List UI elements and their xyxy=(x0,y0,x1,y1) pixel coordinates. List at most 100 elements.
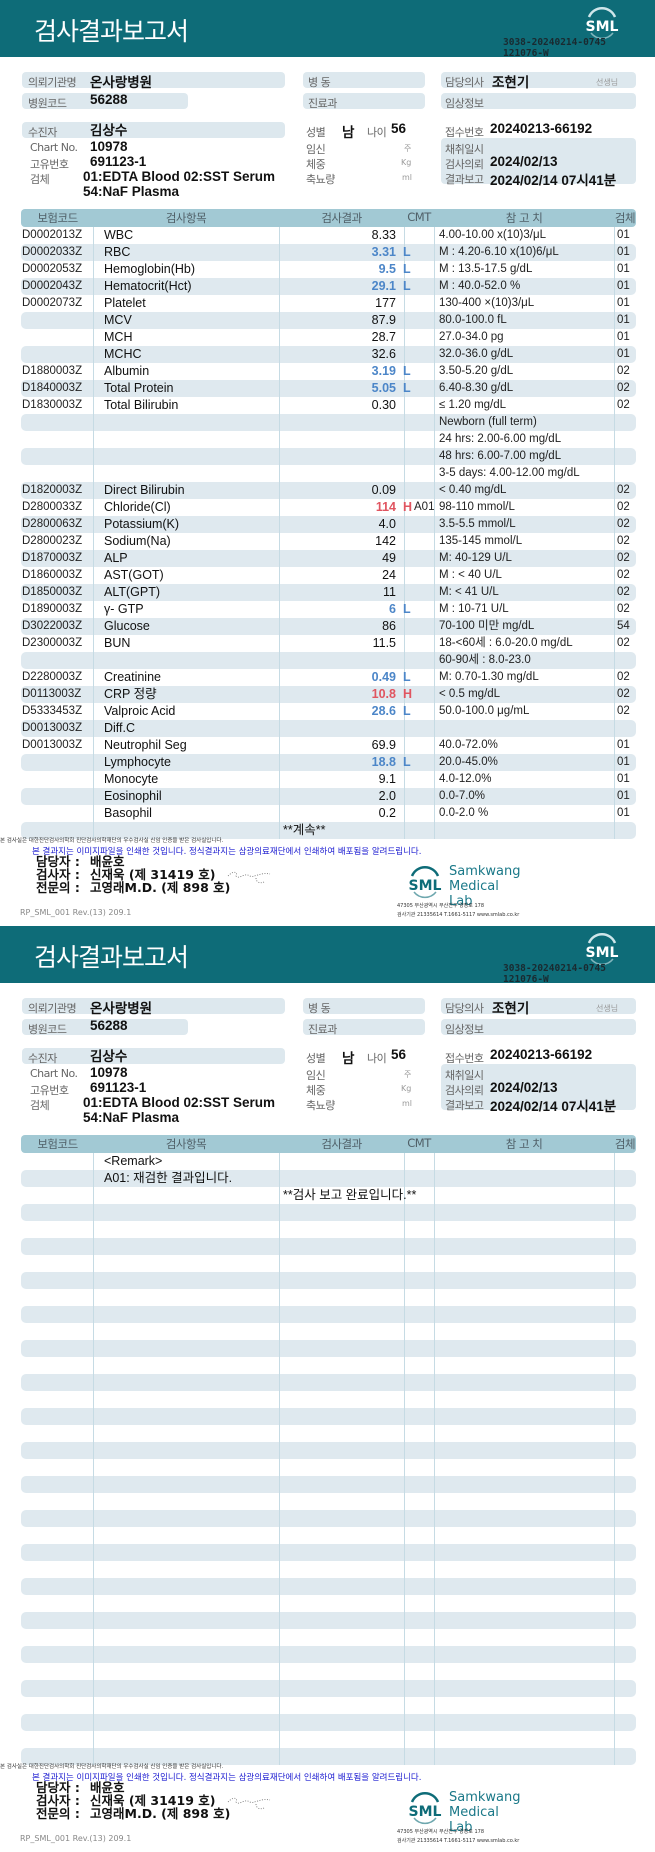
test-result: 29.1 xyxy=(371,279,396,293)
row-stripe xyxy=(21,788,636,805)
table-row: MCH 28.7 27.0-34.0 pg 01 xyxy=(0,329,655,346)
reference-range: 4.0-12.0% xyxy=(439,773,492,785)
column-header: 검체 xyxy=(614,1137,636,1151)
test-name: Monocyte xyxy=(104,772,159,786)
result-flag: H xyxy=(403,687,413,701)
row-stripe xyxy=(21,1374,636,1391)
info-field-box xyxy=(22,1019,188,1035)
specimen-code: 01 xyxy=(617,246,630,258)
specialist-name: 고영래M.D. (제 898 호) xyxy=(90,880,231,895)
table-row: D0002013Z WBC 8.33 4.00-10.00 x(10)3/μL 01 xyxy=(0,227,655,244)
row-stripe xyxy=(21,278,636,295)
reference-range: M: 40-129 U/L xyxy=(439,552,512,564)
age-value: 56 xyxy=(391,1047,407,1062)
insurance-code: D1880003Z xyxy=(22,365,83,377)
urine-volume-unit: ml xyxy=(402,173,413,182)
test-name: BUN xyxy=(104,636,131,650)
lab-contact: 검사기관 21335614 T.1661-5117 www.smlab.co.k… xyxy=(397,1838,520,1844)
ward-label: 병 동 xyxy=(308,76,331,89)
specimen-code: 54 xyxy=(617,620,630,632)
test-name: ALT(GPT) xyxy=(104,585,161,599)
test-name: MCHC xyxy=(104,347,142,361)
svg-text:SML: SML xyxy=(409,1804,442,1820)
test-name: Hematocrit(Hct) xyxy=(104,279,192,293)
row-stripe xyxy=(21,1272,636,1289)
reference-range: 4.00-10.00 x(10)3/μL xyxy=(439,229,546,241)
insurance-code: D1830003Z xyxy=(22,399,83,411)
printout-notice: 본 결과지는 이미지파일을 인쇄한 것입니다. 정식결과지는 삼광의료재단에서 … xyxy=(32,847,422,857)
test-name: Potassium(K) xyxy=(104,517,180,531)
specimen-code: 02 xyxy=(617,518,630,530)
test-name: Eosinophil xyxy=(104,789,162,803)
insurance-code: D0013003Z xyxy=(22,722,83,734)
reference-range: 3.5-5.5 mmol/L xyxy=(439,518,516,530)
specimen-code: 02 xyxy=(617,382,630,394)
reference-range: 40.0-72.0% xyxy=(439,739,498,751)
test-result: 2.0 xyxy=(378,789,396,803)
insurance-code: D1890003Z xyxy=(22,603,83,615)
reference-range: M : 13.5-17.5 g/dL xyxy=(439,263,533,275)
info-field-box xyxy=(441,1019,636,1035)
lab-contact: 검사기관 21335614 T.1661-5117 www.smlab.co.k… xyxy=(397,912,520,918)
specimen-value: 01:EDTA Blood 02:SST Serum xyxy=(83,169,276,184)
test-result: 49 xyxy=(382,551,396,565)
table-header: 보험코드 검사항목 검사결과 CMT 참 고 치 검체 xyxy=(21,1135,636,1153)
reference-range: M : 4.20-6.10 x(10)6/μL xyxy=(439,246,559,258)
chart-no-label: Chart No. xyxy=(30,141,78,154)
row-stripe xyxy=(21,550,636,567)
sml-logo: SML xyxy=(582,927,622,967)
insurance-code: D2280003Z xyxy=(22,671,83,683)
specimen-code: 01 xyxy=(617,280,630,292)
insurance-code: D1820003Z xyxy=(22,484,83,496)
test-result: 0.49 xyxy=(371,670,396,684)
test-name: Sodium(Na) xyxy=(104,534,171,548)
tester-label: 검사자 : xyxy=(36,867,80,882)
table-row: D2280003Z Creatinine 0.49 L M: 0.70-1.30 mg/… xyxy=(0,669,655,686)
test-result: 5.05 xyxy=(371,381,396,395)
chart-no-value: 10978 xyxy=(90,1065,128,1080)
test-name: Chloride(Cl) xyxy=(104,500,171,514)
info-field-box xyxy=(303,72,425,88)
test-name: Valproic Acid xyxy=(104,704,176,718)
insurance-code: D0113003Z xyxy=(22,688,82,700)
age-value: 56 xyxy=(391,121,407,136)
column-divider xyxy=(93,209,94,839)
tester-name: 신재욱 (제 31419 호) xyxy=(90,1793,216,1808)
reference-range: 27.0-34.0 pg xyxy=(439,331,504,343)
row-stripe xyxy=(21,822,636,839)
column-header: 참 고 치 xyxy=(505,211,543,225)
row-stripe xyxy=(21,618,636,635)
reference-range: M : < 40 U/L xyxy=(439,569,502,581)
insurance-code: D1840003Z xyxy=(22,382,83,394)
form-number: RP_SML_001 Rev.(13) 209.1 xyxy=(20,1834,132,1843)
test-name: Direct Bilirubin xyxy=(104,483,185,497)
result-flag: L xyxy=(403,670,411,684)
test-result: 18.8 xyxy=(371,755,396,769)
test-result: 3.19 xyxy=(371,364,396,378)
specialist-label: 전문의 : xyxy=(36,1806,80,1821)
info-field-box xyxy=(303,1019,425,1035)
row-stripe xyxy=(21,1748,636,1765)
row-stripe xyxy=(21,1170,636,1187)
test-result: 11 xyxy=(383,585,396,599)
lab-name-2: Medical Lab xyxy=(449,879,499,909)
weight-unit: Kg xyxy=(401,158,412,167)
specimen-code: 01 xyxy=(617,263,630,275)
result-flag: L xyxy=(403,262,411,276)
clinical-info-label: 임상정보 xyxy=(445,1023,484,1036)
table-row: D0002043Z Hematocrit(Hct) 29.1 L M : 40.0-52… xyxy=(0,278,655,295)
info-field-box xyxy=(441,138,636,184)
column-header: 보험코드 xyxy=(37,1137,78,1151)
test-name: CRP 정량 xyxy=(104,687,157,701)
receipt-no-value: 20240213-66192 xyxy=(490,1047,593,1062)
table-row: D1830003Z Total Bilirubin 0.30 ≤ 1.20 mg/dL… xyxy=(0,397,655,414)
reference-range: 0.0-2.0 % xyxy=(439,807,489,819)
reference-range: 3-5 days: 4.00-12.00 mg/dL xyxy=(439,467,580,479)
pregnancy-unit: 주 xyxy=(404,144,412,153)
report-date-label: 결과보고 xyxy=(445,173,484,186)
test-result: 142 xyxy=(375,534,396,548)
reference-range: ≤ 1.20 mg/dL xyxy=(439,399,507,411)
reference-range: 80.0-100.0 fL xyxy=(439,314,507,326)
insurance-code: D1860003Z xyxy=(22,569,83,581)
weight-unit: Kg xyxy=(401,1084,412,1093)
